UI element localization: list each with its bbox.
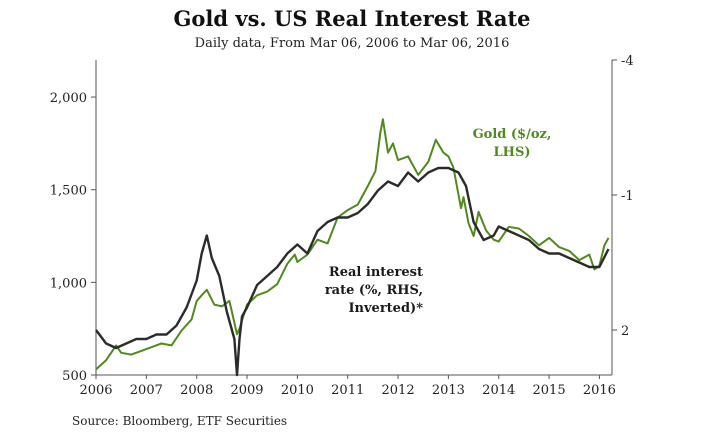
- x-tick-label: 2016: [583, 383, 616, 398]
- y-right-tick-label: -1: [621, 189, 634, 204]
- x-tick-label: 2006: [79, 383, 112, 398]
- x-tick-label: 2007: [130, 383, 163, 398]
- series-layer: [95, 118, 610, 377]
- y-right-tick-label: 2: [621, 324, 629, 339]
- real-rate-series-line: [95, 166, 610, 377]
- chart-title: Gold vs. US Real Interest Rate: [173, 6, 531, 31]
- labels-layer: Gold ($/oz, LHS) Real interest rate (%, RHS…: [325, 127, 552, 316]
- x-tick-label: 2008: [180, 383, 213, 398]
- y-left-tick-label: 2,000: [50, 91, 87, 106]
- x-tick-label: 2009: [230, 383, 263, 398]
- gold-series-label: LHS): [494, 145, 531, 160]
- x-tick-label: 2010: [281, 383, 314, 398]
- y-left-tick-label: 1,000: [50, 276, 87, 291]
- x-tick-label: 2015: [533, 383, 566, 398]
- y-left-tick-label: 500: [62, 369, 87, 384]
- chart-source: Source: Bloomberg, ETF Securities: [72, 414, 288, 428]
- gold-series-label: Gold ($/oz,: [473, 127, 552, 142]
- gold-series-line: [95, 118, 610, 371]
- y-left-tick-label: 1,500: [50, 184, 87, 199]
- real-rate-series-label: Inverted)*: [348, 301, 423, 316]
- x-tick-label: 2011: [331, 383, 364, 398]
- chart-subtitle: Daily data, From Mar 06, 2006 to Mar 06,…: [194, 36, 510, 51]
- x-tick-label: 2014: [482, 383, 515, 398]
- real-rate-series-label: rate (%, RHS,: [325, 283, 423, 298]
- x-tick-label: 2013: [432, 383, 465, 398]
- y-right-tick-label: -4: [621, 54, 634, 69]
- x-tick-label: 2012: [382, 383, 415, 398]
- real-rate-series-label: Real interest: [329, 265, 423, 280]
- axes: 500 1,000 1,500 2,000 -4 -1 2 2006 2007 2008 2009 2…: [50, 54, 634, 398]
